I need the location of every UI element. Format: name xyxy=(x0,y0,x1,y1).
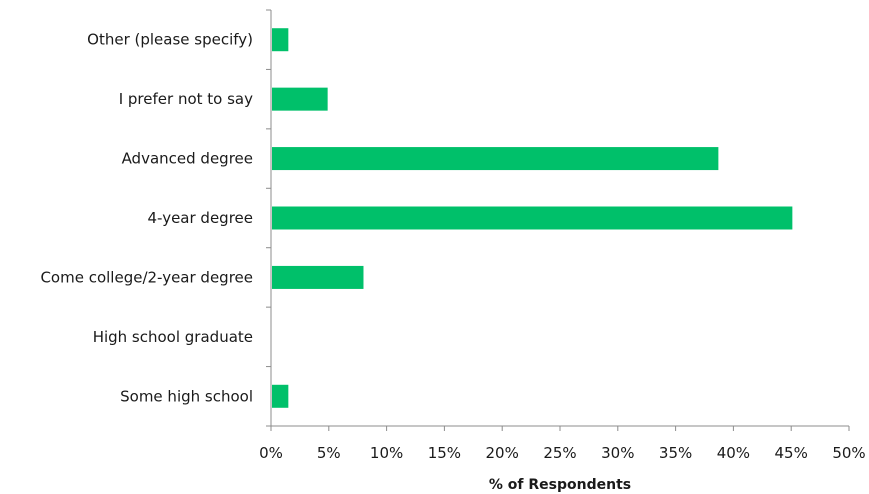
x-tick-label: 30% xyxy=(601,444,634,462)
bars-group xyxy=(272,28,793,408)
category-label: Advanced degree xyxy=(122,150,253,168)
x-tick-label: 40% xyxy=(717,444,750,462)
x-tick-label: 15% xyxy=(428,444,461,462)
category-label: Other (please specify) xyxy=(87,31,253,49)
x-tick-label: 45% xyxy=(775,444,808,462)
category-label: Some high school xyxy=(120,387,253,405)
x-tick-label: 5% xyxy=(317,444,341,462)
x-tick-label: 50% xyxy=(832,444,865,462)
category-label: 4-year degree xyxy=(148,209,254,227)
bar xyxy=(272,87,328,111)
x-axis-ticks: 0% 5% 10% 15% 20% 25% 30% 35% 40% 45% 50% xyxy=(259,426,866,462)
x-tick-label: 20% xyxy=(486,444,519,462)
bar xyxy=(272,28,289,52)
x-axis-title: % of Respondents xyxy=(489,477,631,493)
y-axis-ticks xyxy=(266,9,271,427)
x-tick-label: 35% xyxy=(659,444,692,462)
bar xyxy=(272,206,793,230)
x-tick-label: 10% xyxy=(370,444,403,462)
bar xyxy=(272,147,719,171)
bar xyxy=(272,384,289,408)
category-label: Come college/2-year degree xyxy=(40,268,253,286)
x-tick-label: 25% xyxy=(543,444,576,462)
x-tick-label: 0% xyxy=(259,444,283,462)
category-label: High school graduate xyxy=(93,328,253,346)
bar xyxy=(272,265,364,289)
category-label: I prefer not to say xyxy=(119,90,253,108)
category-labels: Other (please specify) I prefer not to sa… xyxy=(40,31,253,406)
